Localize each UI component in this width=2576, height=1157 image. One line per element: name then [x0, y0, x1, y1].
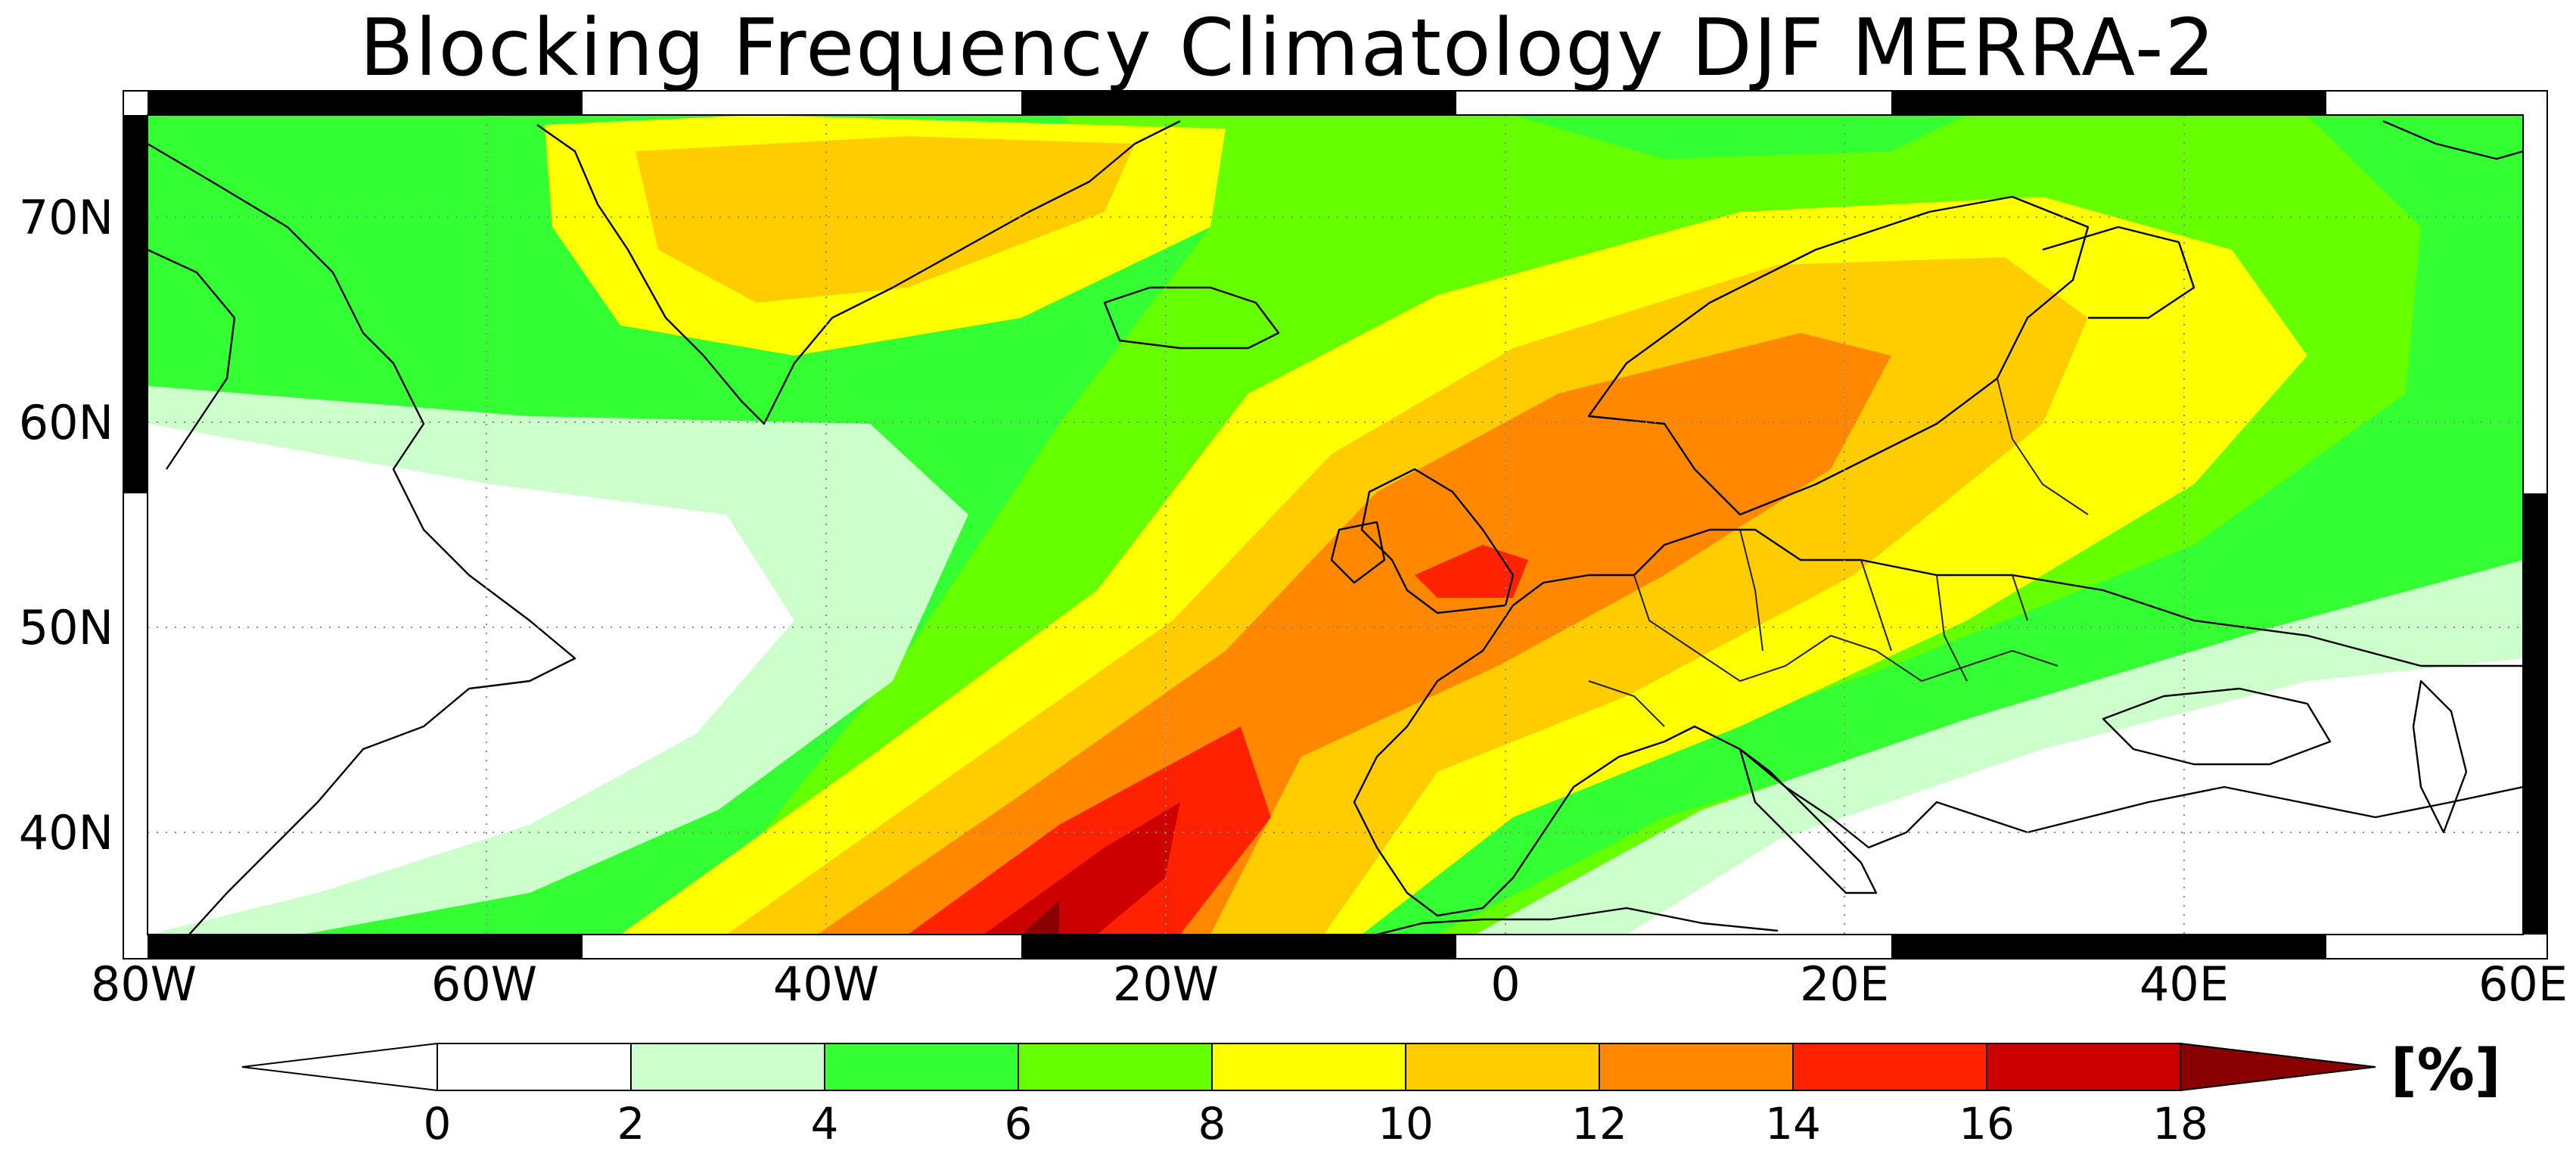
colorbar-label-12: 12 [1571, 1098, 1627, 1149]
lat-label-60n: 60N [19, 395, 113, 450]
country-borders [1588, 378, 2089, 727]
coastline-north-africa [1376, 907, 1779, 935]
colorbar-cell-4-6 [824, 1043, 1019, 1091]
colorbar-cell-6-8 [1018, 1043, 1213, 1091]
colorbar-label-2: 2 [617, 1098, 645, 1149]
colorbar-label-10: 10 [1378, 1098, 1434, 1149]
coastline-mediterranean [1664, 725, 2523, 849]
colorbar-label-6: 6 [1005, 1098, 1033, 1149]
colorbar-label-0: 0 [424, 1098, 452, 1149]
colorbar-cell-0-2 [437, 1043, 632, 1091]
contour-0-2-east [1627, 658, 2523, 935]
coastlines [148, 120, 2523, 935]
contour-14-16 [908, 726, 1271, 935]
lon-label-20e: 20E [1800, 956, 1889, 1012]
contour-10-12 [635, 136, 1135, 303]
colorbar-extend-low [241, 1042, 438, 1092]
coastline-france-iberia [1353, 605, 1665, 917]
contour-12-14 [817, 333, 1891, 935]
lon-label-40w: 40W [773, 956, 879, 1012]
colorbar-extend-high [2180, 1042, 2376, 1092]
contour-above-18 [1021, 900, 1059, 935]
colorbar-label-14: 14 [1765, 1098, 1821, 1149]
lon-label-20w: 20W [1113, 956, 1219, 1012]
colorbar-label-4: 4 [811, 1098, 839, 1149]
lat-label-40n: 40N [19, 805, 113, 860]
lon-label-60e: 60E [2478, 956, 2568, 1012]
contour-14-16-uk [1415, 545, 1528, 598]
map-frame [123, 90, 2548, 960]
colorbar-cell-12-14 [1599, 1043, 1794, 1091]
colorbar-label-16: 16 [1959, 1098, 2015, 1149]
colorbar-cell-2-4 [630, 1043, 825, 1091]
lat-label-50n: 50N [19, 600, 113, 655]
coastline-iceland [1103, 286, 1280, 350]
gridlines [148, 115, 2523, 935]
contour-4-6-east [1286, 115, 2523, 935]
colorbar-cell-10-12 [1405, 1043, 1600, 1091]
coastline-greenland [536, 120, 1181, 425]
lon-label-40e: 40E [2139, 956, 2229, 1012]
lon-label-60w: 60W [431, 956, 537, 1012]
blocking-frequency-field [148, 115, 2523, 935]
colorbar: 0 2 4 6 8 10 12 14 16 18 [%] [241, 1036, 2501, 1149]
colorbar-cell-14-16 [1792, 1043, 1987, 1091]
coastline-ireland [1330, 521, 1386, 584]
contour-0-2 [148, 424, 794, 935]
contour-4-6-north [1513, 115, 1967, 159]
map-title: Blocking Frequency Climatology DJF MERRA… [359, 2, 2217, 94]
lat-label-70n: 70N [19, 190, 113, 245]
coastline-scandinavia [1587, 195, 2090, 516]
colorbar-unit-label: [%] [2391, 1036, 2501, 1103]
coastline-caspian [2412, 680, 2468, 834]
coastline-black-sea [2102, 687, 2332, 766]
lon-axis-labels: 80W 60W 40W 20W 0 20E 40E 60E [91, 956, 2568, 1012]
colorbar-cell-16-18 [1986, 1043, 2181, 1091]
coastline-italy [1739, 748, 1878, 894]
coastline-western-europe [1512, 528, 2523, 667]
coastline-arctic-islands [2382, 120, 2523, 160]
coastline-north-america [148, 142, 576, 935]
coastline-kola-white-sea [2042, 225, 2195, 319]
lat-axis-labels: 70N 60N 50N 40N [19, 190, 113, 860]
colorbar-label-18: 18 [2152, 1098, 2208, 1149]
colorbar-label-8: 8 [1198, 1098, 1226, 1149]
lon-label-0: 0 [1490, 956, 1520, 1012]
lon-label-80w: 80W [91, 956, 197, 1012]
colorbar-cell-8-10 [1211, 1043, 1406, 1091]
contour-16-18 [983, 802, 1180, 935]
coastline-hudson-labrador [148, 248, 236, 470]
